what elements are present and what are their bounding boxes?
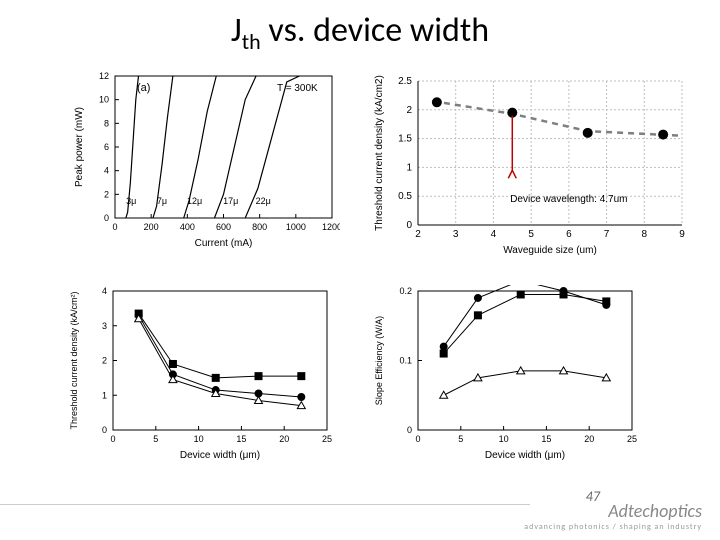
svg-text:12μ: 12μ (187, 196, 202, 206)
chart-peak-power-vs-current: 0 200 400 600 800 1000 1200 0 2 4 6 8 10 12 Current (m… (70, 68, 340, 248)
svg-text:Device width (μm): Device width (μm) (180, 450, 260, 460)
svg-text:0.5: 0.5 (398, 191, 412, 202)
brand-logo: Adtechoptics (524, 500, 702, 522)
svg-text:2: 2 (415, 229, 421, 240)
chart-threshold-vs-waveguide: 2 3 4 5 6 7 8 9 0 0.5 1 1.5 2 2.5 Waveguide size (um) T… (370, 75, 690, 255)
svg-text:600: 600 (216, 222, 231, 232)
svg-text:9: 9 (679, 229, 685, 240)
svg-text:T = 300K: T = 300K (277, 83, 318, 94)
svg-text:0.2: 0.2 (399, 286, 412, 296)
svg-text:2.5: 2.5 (398, 76, 412, 87)
svg-text:3μ: 3μ (126, 196, 136, 206)
svg-text:10: 10 (499, 434, 509, 444)
svg-text:22μ: 22μ (256, 196, 271, 206)
svg-text:1200: 1200 (322, 222, 340, 232)
svg-text:3: 3 (102, 321, 107, 331)
svg-text:7μ: 7μ (157, 196, 167, 206)
svg-text:10: 10 (194, 434, 204, 444)
svg-text:2: 2 (102, 356, 107, 366)
chart-slope-eff-vs-width: 0 5 10 15 20 25 0 0.1 0.2 Device width (μm) Slope … (370, 285, 640, 460)
svg-text:5: 5 (458, 434, 463, 444)
svg-text:10: 10 (99, 95, 109, 105)
page-title: Jth vs. device width (0, 0, 720, 55)
svg-text:4: 4 (102, 286, 107, 296)
svg-text:Waveguide size (um): Waveguide size (um) (503, 245, 597, 255)
svg-text:0: 0 (110, 434, 115, 444)
svg-text:0: 0 (406, 220, 412, 231)
svg-text:400: 400 (180, 222, 195, 232)
svg-text:17μ: 17μ (223, 196, 238, 206)
svg-text:25: 25 (322, 434, 332, 444)
svg-text:6: 6 (104, 142, 109, 152)
svg-text:1: 1 (102, 390, 107, 400)
svg-text:20: 20 (279, 434, 289, 444)
svg-text:25: 25 (627, 434, 637, 444)
svg-text:1: 1 (406, 162, 412, 173)
svg-text:1.5: 1.5 (398, 134, 412, 145)
svg-text:0: 0 (407, 425, 412, 435)
svg-text:15: 15 (541, 434, 551, 444)
svg-text:12: 12 (99, 71, 109, 81)
svg-text:0.1: 0.1 (399, 356, 412, 366)
svg-text:Peak power (mW): Peak power (mW) (74, 107, 85, 187)
svg-text:200: 200 (144, 222, 159, 232)
svg-text:3: 3 (453, 229, 459, 240)
svg-text:15: 15 (236, 434, 246, 444)
svg-text:Current (mA): Current (mA) (195, 238, 253, 248)
svg-text:800: 800 (252, 222, 267, 232)
svg-text:1000: 1000 (286, 222, 306, 232)
svg-text:2: 2 (104, 189, 109, 199)
svg-text:Threshold current density (kA/: Threshold current density (kA/cm²) (69, 291, 79, 429)
svg-text:0: 0 (104, 213, 109, 223)
svg-text:5: 5 (528, 229, 534, 240)
brand-tagline: advancing photonics / shaping an industr… (524, 522, 702, 532)
svg-text:4: 4 (491, 229, 497, 240)
svg-text:4: 4 (104, 166, 109, 176)
svg-text:(a): (a) (137, 82, 150, 94)
svg-text:6: 6 (566, 229, 572, 240)
svg-text:7: 7 (604, 229, 610, 240)
svg-text:8: 8 (642, 229, 648, 240)
svg-text:Device width (μm): Device width (μm) (485, 450, 565, 460)
svg-text:0: 0 (415, 434, 420, 444)
svg-text:Slope Efficiency (W/A): Slope Efficiency (W/A) (374, 316, 384, 405)
chart-threshold-vs-width: 0 5 10 15 20 25 0 1 2 3 4 Device width (μm) Threshol… (65, 285, 335, 460)
footer-rule (0, 504, 530, 505)
svg-text:8: 8 (104, 118, 109, 128)
svg-text:5: 5 (153, 434, 158, 444)
svg-text:2: 2 (406, 105, 412, 116)
svg-text:Threshold current density (kA/: Threshold current density (kA/cm2) (374, 75, 385, 231)
svg-text:20: 20 (584, 434, 594, 444)
svg-text:Device wavelength: 4.7um: Device wavelength: 4.7um (510, 194, 627, 205)
svg-text:0: 0 (102, 425, 107, 435)
svg-text:0: 0 (112, 222, 117, 232)
footer: Adtechoptics advancing photonics / shapi… (524, 500, 702, 532)
